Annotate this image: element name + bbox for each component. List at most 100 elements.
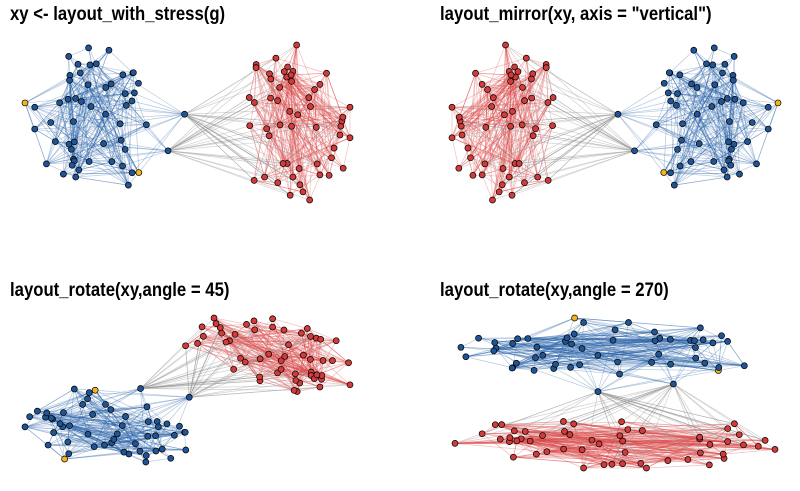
network-node — [651, 337, 659, 345]
network-edge — [511, 113, 619, 196]
network-edge — [670, 100, 744, 104]
network-edge — [145, 426, 159, 456]
network-edge — [55, 84, 89, 142]
network-edge — [319, 84, 332, 158]
network-edge — [682, 101, 722, 125]
network-edge — [168, 150, 288, 164]
network-edge — [673, 114, 698, 186]
network-edge — [283, 71, 300, 169]
network-edge — [54, 80, 70, 142]
network-edge — [280, 369, 321, 388]
network-edge — [711, 106, 729, 143]
network-edge — [711, 106, 769, 108]
network-edge — [298, 106, 311, 169]
network-edge — [458, 73, 476, 118]
network-edge — [682, 101, 722, 125]
network-node — [510, 427, 518, 435]
network-edge — [597, 391, 735, 425]
network-edge — [461, 113, 618, 136]
network-edge — [555, 361, 618, 365]
network-edge — [34, 106, 74, 122]
network-edge — [502, 113, 619, 186]
network-edge — [612, 339, 745, 367]
network-edge — [292, 71, 344, 169]
network-node — [136, 447, 144, 455]
network-edge — [492, 76, 516, 201]
network-node — [709, 339, 717, 347]
network-node — [87, 103, 95, 110]
network-edge — [598, 443, 641, 464]
network-edge — [494, 342, 580, 366]
network-edge — [714, 84, 725, 170]
network-edge — [270, 78, 291, 196]
network-node — [33, 407, 41, 415]
network-edge — [743, 440, 766, 446]
network-edge — [527, 338, 566, 342]
network-node — [735, 431, 743, 439]
network-node — [524, 335, 532, 342]
network-edge — [656, 124, 769, 130]
network-node — [498, 181, 506, 189]
network-node — [245, 94, 253, 101]
network-edge — [245, 361, 296, 375]
network-edge — [756, 102, 779, 164]
network-edge — [640, 452, 701, 464]
network-edge — [598, 435, 620, 445]
network-edge — [617, 340, 695, 363]
network-edge — [713, 161, 757, 165]
network-edge — [255, 64, 291, 112]
network-edge — [546, 451, 641, 464]
network-edge — [229, 340, 312, 376]
network-edge — [78, 72, 134, 171]
network-edge — [682, 106, 769, 125]
network-edge — [513, 452, 626, 458]
network-edge — [46, 123, 121, 165]
network-edge — [108, 50, 134, 74]
network-edge — [81, 101, 121, 125]
network-edge — [564, 430, 710, 445]
network-edge — [508, 135, 534, 178]
network-edge — [495, 347, 674, 385]
network-node — [116, 120, 124, 128]
network-edge — [502, 168, 538, 178]
network-edge — [530, 440, 564, 450]
network-edge — [140, 343, 198, 389]
network-edge — [511, 113, 619, 196]
network-edge — [215, 323, 333, 361]
network-node — [72, 95, 79, 102]
network-edge — [451, 102, 548, 108]
network-edge — [286, 147, 335, 164]
network-edge — [695, 327, 701, 348]
network-edge — [264, 127, 317, 178]
network-edge — [495, 424, 583, 451]
network-edge — [240, 329, 256, 359]
network-edge — [512, 343, 696, 348]
network-edge — [74, 388, 118, 435]
network-edge — [546, 67, 635, 152]
network-edge — [494, 342, 536, 359]
network-edge — [309, 126, 342, 201]
network-node — [467, 154, 474, 162]
network-edge — [658, 353, 719, 368]
network-edge — [714, 84, 748, 142]
network-edge — [301, 333, 312, 373]
network-edge — [188, 326, 203, 398]
network-edge — [731, 80, 734, 150]
network-edge — [68, 106, 92, 145]
network-edge — [184, 113, 291, 196]
network-edge — [732, 75, 757, 164]
network-edge — [270, 97, 284, 164]
network-edge — [696, 63, 707, 88]
network-edge — [245, 361, 282, 370]
network-node — [78, 98, 85, 105]
network-edge — [54, 102, 60, 142]
network-edge — [642, 428, 728, 431]
network-edge — [470, 71, 519, 158]
network-node — [316, 81, 324, 88]
network-edge — [670, 327, 701, 365]
network-node — [212, 320, 220, 327]
network-edge — [571, 343, 659, 355]
network-node — [709, 61, 717, 69]
network-edge — [184, 113, 301, 186]
network-edge — [167, 44, 297, 152]
